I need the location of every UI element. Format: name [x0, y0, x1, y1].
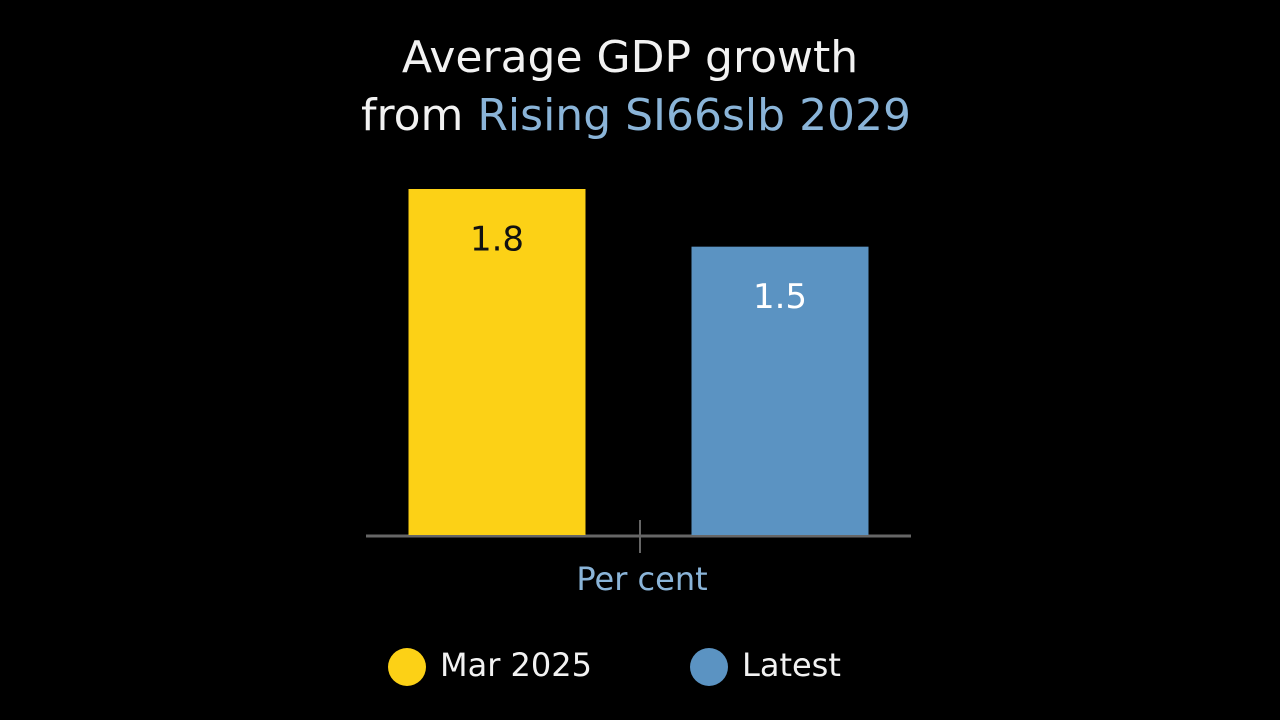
axis-label: Per cent — [576, 560, 707, 598]
legend-label: Mar 2025 — [440, 646, 592, 684]
legend-swatch — [388, 648, 426, 686]
legend-label: Latest — [742, 646, 841, 684]
chart-title-line2: from Rising SI66slb 2029 — [361, 90, 911, 141]
legend-swatch — [690, 648, 728, 686]
bar — [691, 246, 869, 535]
bar — [408, 189, 586, 535]
value-label: 1.8 — [470, 220, 524, 260]
chart-title: Average GDP growth — [402, 32, 858, 83]
title-highlight: Rising SI66slb 2029 — [477, 90, 911, 141]
title-lead: from — [361, 90, 463, 141]
value-label: 1.5 — [753, 277, 807, 317]
